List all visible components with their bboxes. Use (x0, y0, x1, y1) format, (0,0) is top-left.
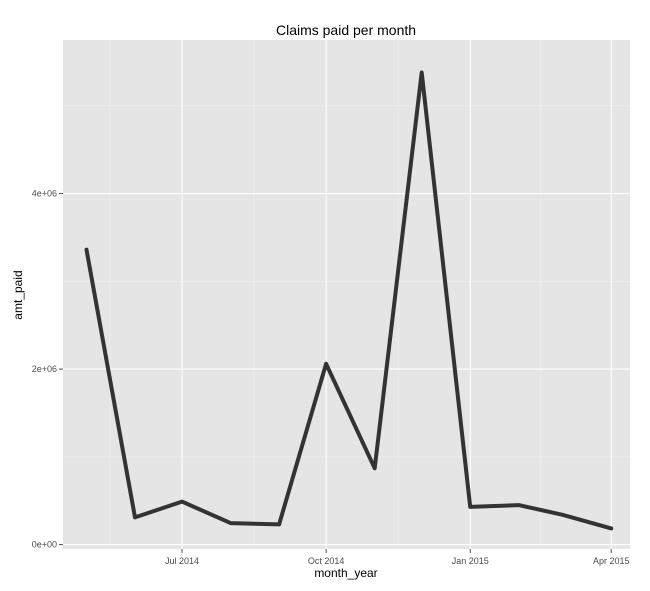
data-point (324, 362, 328, 366)
data-point (609, 526, 613, 530)
series-line (84, 70, 614, 531)
data-point (420, 70, 424, 75)
minor-gridlines (63, 40, 630, 549)
y-tick-label: 4e+06 (32, 189, 57, 199)
data-point (277, 522, 281, 527)
series-layer (84, 70, 614, 531)
data-point (84, 248, 89, 252)
x-tick-label: Apr 2015 (593, 556, 630, 566)
major-gridlines (63, 40, 630, 549)
data-point (180, 500, 184, 504)
y-axis-title: amt_paid (11, 270, 25, 319)
x-tick-label: Oct 2014 (308, 556, 345, 566)
data-point (468, 505, 472, 509)
x-axis: Jul 2014 Oct 2014 Jan 2015 Apr 2015 (165, 549, 629, 566)
x-axis-title: month_year (314, 566, 377, 580)
data-point (561, 513, 565, 517)
y-tick-label: 2e+06 (32, 364, 57, 374)
x-tick-label: Jul 2014 (165, 556, 199, 566)
data-point (133, 515, 137, 520)
y-tick-label: 0e+00 (32, 540, 57, 550)
y-axis: 0e+00 2e+06 4e+06 (32, 189, 63, 550)
chart-title: Claims paid per month (276, 22, 416, 38)
data-point (517, 503, 521, 507)
plot-panel (63, 40, 630, 549)
x-tick-label: Jan 2015 (452, 556, 489, 566)
data-point (373, 466, 377, 470)
data-point (228, 521, 233, 525)
